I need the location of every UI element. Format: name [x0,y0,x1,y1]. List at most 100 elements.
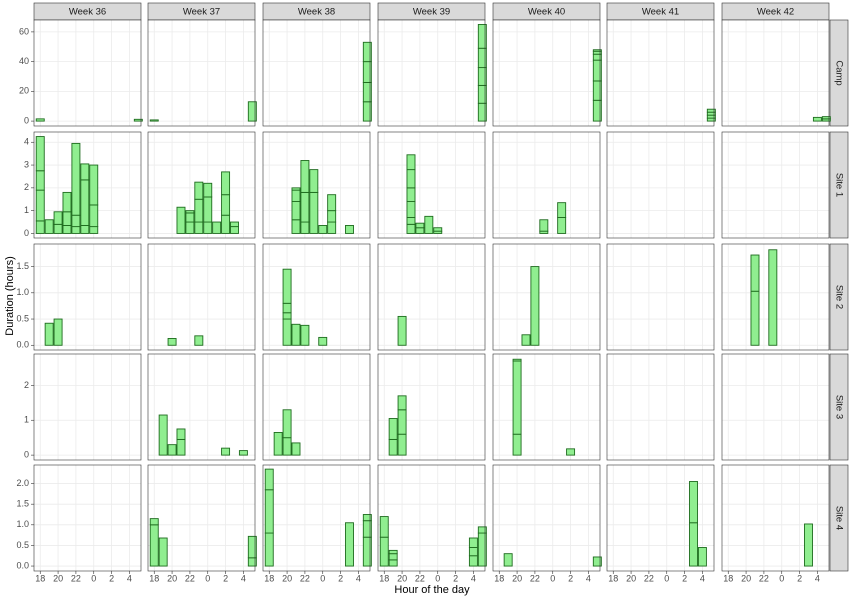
bar-segment [397,409,407,435]
panel [148,244,255,350]
bar-segment [397,433,407,456]
panel [607,20,714,126]
bar-segment [309,191,319,234]
panel-border [377,464,486,572]
panel [493,20,600,126]
panel-border [147,464,256,572]
bar-segment [433,227,443,232]
bar-segment [230,226,239,234]
x-tick-label: 2 [338,573,343,583]
panel [722,20,829,126]
y-tick-label: 1.5 [16,499,29,509]
bar-segment [221,214,231,234]
bar-segment [247,101,257,122]
x-tick-label: 4 [471,573,476,583]
y-tick-label: 0.5 [16,313,29,323]
bar-segment [35,118,45,122]
bar-segment [512,358,522,362]
strip [829,464,849,572]
panel-border [721,19,830,127]
y-tick-label: 0 [24,228,29,238]
x-tick-label: 18 [264,573,274,583]
panel-border [492,243,601,351]
bar-segment [89,204,99,228]
bar-segment [477,526,487,534]
bar-segment [149,119,159,122]
y-tick-label: 1.0 [16,519,29,529]
bar-segment [221,171,231,196]
x-tick-label: 20 [282,573,292,583]
bar-segment [300,324,310,346]
bar-segment [35,189,45,222]
x-tick-label: 0 [664,573,669,583]
y-tick-label: 0.0 [16,560,29,570]
bar-segment [194,221,204,234]
bar-segment [264,489,274,534]
bar-segment [821,116,831,120]
strip-label: Site 1 [833,173,844,197]
bar-segment [194,181,204,200]
bar-segment [89,226,99,234]
x-tick-label: 0 [91,573,96,583]
bar-segment [750,290,760,346]
bar-segment [388,549,398,555]
panel-border [492,353,601,461]
bar-segment [406,169,416,189]
panel-border [262,464,371,572]
bar-segment [468,547,478,557]
x-tick-label: 0 [205,573,210,583]
strip-label: Week 41 [642,7,679,18]
bar-segment [309,169,319,193]
panel-border [262,353,371,461]
bar-segment [388,418,398,440]
panel [34,465,141,571]
bar-segment [512,360,522,435]
y-tick-label: 60 [19,26,29,36]
bar-segment [468,555,478,567]
strip-label: Site 2 [833,285,844,309]
strip-label: Week 36 [69,7,106,18]
x-axis-title: Hour of the day [394,584,470,596]
panel-border [606,243,715,351]
bar-segment [750,254,760,292]
strip [829,243,849,351]
panel-border [606,131,715,239]
panel [607,354,714,460]
panel-border [721,243,830,351]
x-tick-label: 4 [356,573,361,583]
x-tick-label: 4 [127,573,132,583]
bar-segment [706,108,716,113]
bar-segment [35,170,45,191]
bar-segment [388,438,398,456]
strip-label: Week 37 [183,7,220,18]
panel [493,244,600,350]
bar-segment [149,524,159,567]
panel-border [377,131,486,239]
x-tick-label: 22 [644,573,654,583]
y-axis-title: Duration (hours) [4,256,16,335]
bar-segment [264,468,274,491]
x-tick-label: 20 [53,573,63,583]
panel [607,244,714,350]
bar-segment [53,211,63,225]
bar-segment [566,448,576,456]
bar-segment [167,444,177,456]
bar-segment [557,202,567,218]
bar-segment [768,249,778,346]
strip-label: Week 38 [298,7,335,18]
bar-segment [812,116,822,122]
panel-border [606,353,715,461]
x-tick-label: 2 [453,573,458,583]
bar-segment [203,182,213,198]
bar-segment [273,432,283,456]
y-tick-label: 0 [24,115,29,125]
bar-segment [406,201,416,218]
strip-label: Site 3 [833,395,844,419]
bar-segment [327,221,337,234]
bar-segment [406,154,416,171]
panel-border [721,131,830,239]
strip-label: Week 42 [757,7,794,18]
bar-segment [176,438,186,456]
bar-segment [194,198,204,223]
